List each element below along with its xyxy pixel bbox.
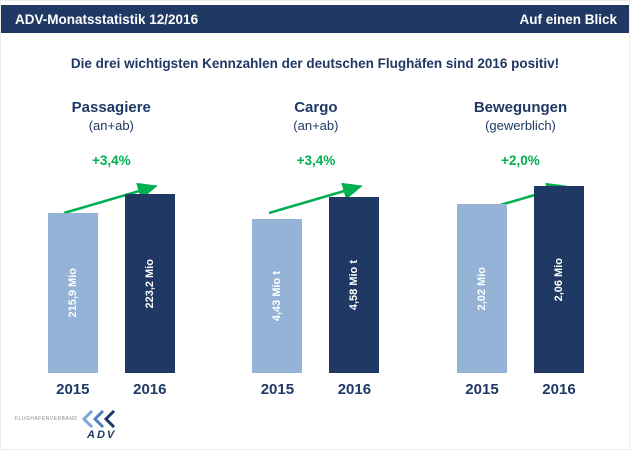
bar-2016: 223,2 Mio (124, 194, 175, 373)
category-label-2015: 2015 (260, 381, 295, 398)
bars: 2,02 Mio 2,06 Mio (418, 181, 623, 373)
group-title: Bewegungen (473, 99, 568, 116)
growth-label: +2,0% (501, 153, 540, 168)
category-label-2016: 2016 (133, 381, 167, 398)
categories: 2015 2016 (214, 381, 419, 398)
group-subtitle: (an+ab) (293, 118, 339, 133)
headline: Die drei wichtigsten Kennzahlen der deut… (70, 56, 560, 71)
growth-label: +3,4% (296, 153, 336, 168)
bar-value-label: 2,06 Mio (552, 257, 565, 302)
chevrons-icon (82, 410, 116, 428)
chart-group-passagiere: Passagiere (an+ab) +3,4% 215,9 Mio 223,2… (9, 93, 214, 405)
growth-arrow-icon (63, 182, 158, 215)
logo-caption: FLUGHAFENVERBAND (15, 416, 78, 422)
category-label-2015: 2015 (465, 381, 499, 398)
group-title: Cargo (294, 99, 338, 116)
chart-group-bewegungen: Bewegungen (gewerblich) +2,0% 2,02 Mio 2… (418, 93, 623, 405)
chart-group-cargo: Cargo (an+ab) +3,4% 4,43 Mio t 4,58 Mio … (214, 93, 419, 405)
bar-value-label: 2,02 Mio (475, 266, 488, 311)
header-title: ADV-Monatsstatistik 12/2016 (15, 11, 199, 27)
bars: 215,9 Mio 223,2 Mio (9, 181, 214, 373)
adv-logo: FLUGHAFENVERBAND ADV (15, 410, 135, 441)
category-label-2016: 2016 (542, 381, 576, 398)
growth-arrow-icon (268, 182, 363, 215)
bars: 4,43 Mio t 4,58 Mio t (214, 181, 419, 373)
group-subtitle: (an+ab) (88, 118, 134, 133)
bar-2015: 2,02 Mio (456, 204, 507, 373)
header-right-label: Auf einen Blick (519, 11, 617, 27)
bar-2015: 215,9 Mio (47, 213, 98, 373)
bar-value-label: 223,2 Mio (143, 258, 156, 309)
charts-row: Passagiere (an+ab) +3,4% 215,9 Mio 223,2… (9, 93, 623, 405)
brand-text: ADV (87, 429, 117, 441)
header-bar: ADV-Monatsstatistik 12/2016 Auf einen Bl… (1, 5, 629, 33)
bar-value-label: 4,58 Mio t (348, 259, 361, 311)
bar-value-label: 4,43 Mio t (271, 270, 284, 322)
growth-label: +3,4% (91, 153, 131, 168)
bar-2015: 4,43 Mio t (252, 219, 303, 373)
bar-2016: 2,06 Mio (533, 186, 584, 373)
categories: 2015 2016 (9, 381, 214, 398)
group-title: Passagiere (71, 99, 151, 116)
bar-2016: 4,58 Mio t (329, 197, 380, 373)
bar-value-label: 215,9 Mio (66, 268, 79, 318)
categories: 2015 2016 (418, 381, 623, 398)
group-subtitle: (gewerblich) (485, 118, 556, 133)
category-label-2016: 2016 (337, 381, 372, 398)
category-label-2015: 2015 (56, 381, 90, 398)
